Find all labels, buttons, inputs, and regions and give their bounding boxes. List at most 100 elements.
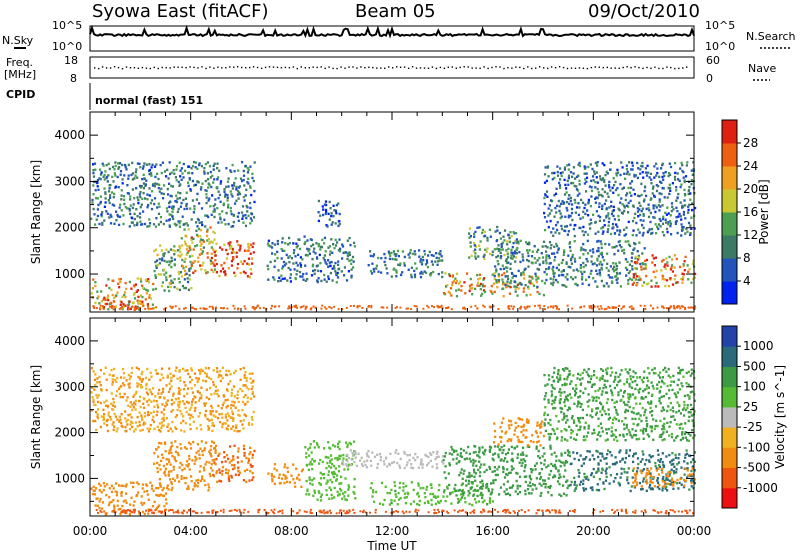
heatmap-cell [219, 379, 222, 383]
heatmap-cell [235, 199, 238, 202]
heatmap-cell [329, 459, 332, 463]
heatmap-cell [148, 168, 151, 172]
heatmap-cell [177, 453, 180, 457]
heatmap-cell [547, 175, 550, 178]
heatmap-cell [459, 454, 462, 458]
heatmap-cell [120, 198, 123, 201]
heatmap-cell [177, 220, 180, 223]
heatmap-cell [178, 184, 181, 187]
heatmap-cell [618, 239, 622, 243]
heatmap-cell [167, 429, 170, 433]
heatmap-cell [365, 466, 368, 469]
heatmap-cell [156, 406, 160, 409]
heatmap-cell [483, 277, 486, 280]
heatmap-cell [522, 453, 525, 456]
heatmap-cell [121, 395, 125, 399]
heatmap-cell [337, 308, 340, 311]
heatmap-cell [239, 247, 242, 250]
heatmap-cell [132, 406, 135, 409]
y-tick-label: 1000 [54, 267, 85, 281]
heatmap-cell [160, 285, 164, 288]
heatmap-cell [676, 305, 679, 308]
heatmap-cell [224, 460, 227, 463]
heatmap-cell [312, 305, 315, 308]
heatmap-cell [325, 262, 328, 266]
heatmap-cell [401, 271, 404, 274]
heatmap-cell [147, 498, 150, 501]
heatmap-cell [380, 271, 383, 274]
heatmap-cell [142, 210, 145, 213]
heatmap-cell [322, 208, 325, 211]
heatmap-cell [632, 248, 635, 252]
heatmap-cell [397, 491, 400, 495]
heatmap-cell [219, 420, 222, 424]
heatmap-cell [680, 305, 683, 308]
heatmap-cell [473, 475, 476, 478]
heatmap-cell [597, 467, 600, 470]
heatmap-cell [622, 186, 625, 189]
heatmap-cell [201, 250, 204, 253]
heatmap-cell [122, 500, 125, 503]
freq-dot [94, 67, 96, 69]
heatmap-cell [483, 499, 486, 502]
heatmap-cell [414, 262, 417, 265]
heatmap-cell [537, 449, 540, 453]
heatmap-cell [200, 207, 204, 210]
heatmap-cell [253, 449, 256, 453]
freq-dot [411, 66, 414, 68]
freq-dot [137, 67, 140, 69]
heatmap-cell [227, 382, 230, 386]
heatmap-cell [454, 489, 458, 492]
heatmap-cell [406, 454, 409, 457]
heatmap-cell [213, 250, 216, 254]
heatmap-cell [481, 496, 484, 500]
heatmap-cell [101, 507, 104, 510]
heatmap-cell [214, 449, 217, 452]
heatmap-cell [296, 264, 299, 267]
heatmap-cell [321, 205, 324, 208]
freq-dot [308, 67, 310, 69]
heatmap-cell [456, 453, 459, 456]
heatmap-cell [179, 376, 182, 379]
heatmap-cell [556, 165, 559, 168]
heatmap-cell [190, 167, 193, 170]
heatmap-cell [168, 218, 171, 221]
heatmap-cell [552, 305, 555, 308]
heatmap-cell [682, 263, 685, 266]
heatmap-cell [294, 277, 297, 281]
heatmap-cell [597, 489, 601, 492]
heatmap-cell [480, 491, 483, 495]
heatmap-cell [108, 373, 111, 376]
heatmap-cell [138, 512, 141, 515]
heatmap-cell [488, 467, 492, 470]
heatmap-cell [641, 469, 644, 472]
heatmap-cell [156, 461, 159, 465]
heatmap-cell [571, 218, 574, 222]
heatmap-cell [557, 248, 560, 251]
heatmap-cell [150, 375, 153, 378]
heatmap-cell [251, 176, 254, 180]
freq-dot [614, 67, 616, 69]
heatmap-cell [468, 232, 471, 235]
heatmap-cell [566, 233, 569, 236]
heatmap-cell [267, 267, 270, 271]
heatmap-cell [233, 371, 236, 375]
heatmap-cell [213, 264, 216, 268]
heatmap-cell [605, 307, 608, 310]
heatmap-cell [177, 207, 180, 211]
heatmap-cell [136, 277, 139, 280]
heatmap-cell [233, 395, 236, 398]
heatmap-cell [393, 267, 396, 270]
heatmap-cell [511, 253, 514, 256]
heatmap-cell [230, 193, 233, 196]
heatmap-cell [218, 274, 221, 278]
heatmap-cell [226, 472, 229, 475]
heatmap-cell [146, 367, 149, 371]
heatmap-cell [326, 461, 329, 465]
heatmap-cell [613, 246, 616, 249]
heatmap-cell [148, 218, 151, 221]
heatmap-cell [592, 277, 595, 280]
heatmap-cell [527, 265, 530, 268]
heatmap-cell [347, 463, 351, 466]
freq-dot [193, 66, 195, 69]
